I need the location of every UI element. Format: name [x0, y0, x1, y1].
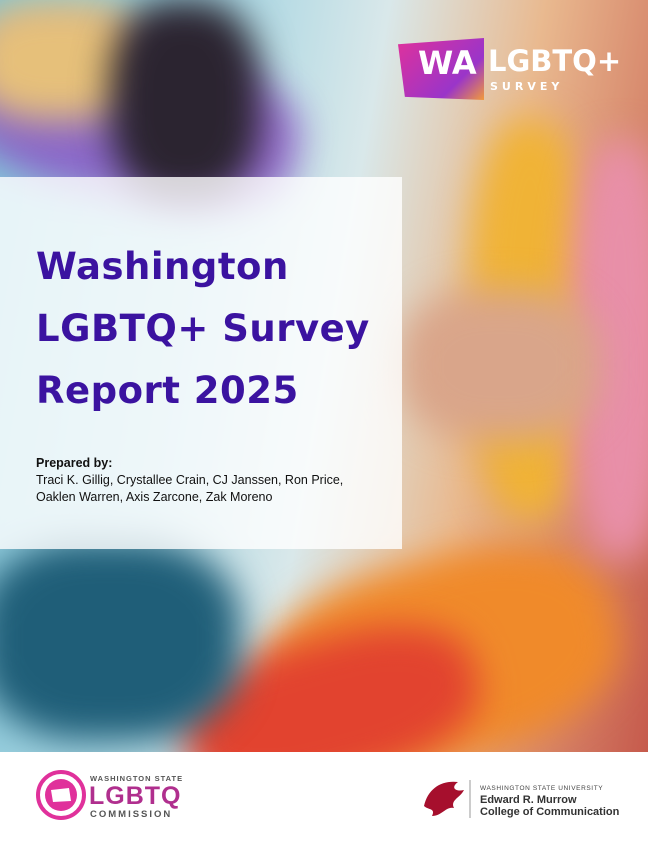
logo-badge	[398, 38, 484, 100]
prepared-label: Prepared by:	[36, 456, 113, 470]
title-line: LGBTQ+ Survey	[36, 307, 370, 350]
flannel	[0, 540, 240, 740]
author-line: Oaklen Warren, Axis Zarcone, Zak Moreno	[36, 490, 273, 504]
university-line1: Edward R. Murrow	[480, 794, 577, 806]
hair	[110, 0, 260, 200]
title-line: Report 2025	[36, 369, 299, 412]
title-line: Washington	[36, 245, 289, 288]
commission-seal	[36, 770, 86, 820]
commission-top: WASHINGTON STATE	[90, 774, 184, 783]
prepared-by: Prepared by: Traci K. Gillig, Crystallee…	[36, 455, 343, 506]
commission-main: LGBTQ	[89, 782, 182, 810]
logo-mark: WA	[418, 44, 477, 82]
university-logo	[424, 780, 471, 818]
university-top: WASHINGTON STATE UNIVERSITY	[480, 785, 604, 792]
logo-name: LGBTQ+	[488, 44, 622, 78]
author-line: Traci K. Gillig, Crystallee Crain, CJ Ja…	[36, 473, 344, 487]
title-panel	[0, 177, 402, 549]
logo-sub: SURVEY	[490, 80, 564, 93]
commission-bottom: COMMISSION	[90, 809, 173, 820]
title: Washington LGBTQ+ Survey Report 2025	[36, 236, 370, 422]
university-line2: College of Communication	[480, 806, 620, 818]
cover-photo	[0, 0, 648, 752]
hands	[400, 290, 600, 440]
